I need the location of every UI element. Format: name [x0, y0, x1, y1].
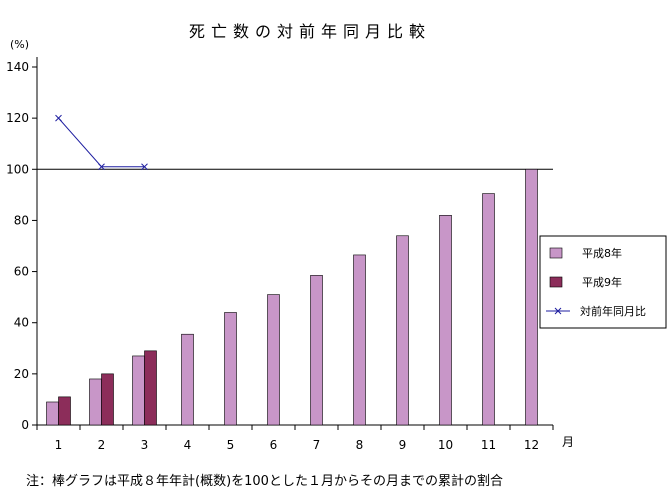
chart-title: 死亡数の対前年同月比較: [189, 22, 431, 41]
bar-h9-1: [58, 396, 71, 426]
bar-h8-10: [439, 215, 452, 426]
x-tick-label: 7: [313, 438, 321, 452]
bar-h8-7: [310, 275, 323, 426]
bar-h9-2: [101, 373, 114, 426]
x-axis-unit: 月: [562, 435, 574, 449]
x-tick-label: 3: [141, 438, 149, 452]
chart-note: 注：棒グラフは平成８年年計(概数)を100とした１月からその月までの累計の割合: [26, 473, 503, 489]
x-tick-label: 9: [399, 438, 407, 452]
legend-label: 平成9年: [582, 275, 622, 289]
legend-swatch: [549, 247, 563, 259]
y-tick-label: 80: [14, 213, 29, 227]
bar-h8-6: [267, 294, 280, 426]
marker-yoy-2: [98, 163, 105, 171]
marker-stroke: [98, 163, 105, 171]
marker-stroke: [55, 114, 62, 122]
bar-h8-12: [525, 168, 538, 426]
y-tick-label: 100: [6, 162, 29, 176]
x-tick-label: 1: [55, 438, 63, 452]
legend-swatch: [549, 276, 563, 288]
y-tick-label: 120: [6, 111, 29, 125]
legend-label: 対前年同月比: [580, 304, 646, 318]
line-yoy-ratio: [58, 117, 145, 168]
x-tick-label: 4: [184, 438, 192, 452]
x-tick-label: 8: [356, 438, 364, 452]
bar-h9-3: [144, 350, 157, 426]
bar-h8-1: [46, 401, 59, 426]
y-tick-label: 0: [21, 418, 29, 432]
y-tick-label: 140: [6, 60, 29, 74]
y-axis-unit: (%): [10, 38, 29, 51]
legend-label: 平成8年: [582, 246, 622, 260]
marker-yoy-3: [141, 163, 148, 171]
x-tick-label: 5: [227, 438, 235, 452]
bar-h8-8: [353, 254, 366, 426]
bar-h8-3: [132, 355, 145, 426]
x-tick-label: 10: [438, 438, 453, 452]
bar-h8-4: [181, 333, 194, 426]
bar-h8-5: [224, 312, 237, 426]
x-tick-label: 11: [481, 438, 496, 452]
x-tick-label: 12: [524, 438, 539, 452]
y-tick-label: 20: [14, 367, 29, 381]
y-tick-label: 40: [14, 316, 29, 330]
bar-h8-2: [89, 378, 102, 426]
marker-stroke: [141, 163, 148, 171]
legend-marker: [554, 307, 562, 315]
x-tick-label: 6: [270, 438, 278, 452]
bar-h8-9: [396, 235, 409, 426]
x-tick-label: 2: [98, 438, 106, 452]
bar-h8-11: [482, 193, 495, 426]
y-tick-label: 60: [14, 265, 29, 279]
marker-yoy-1: [55, 114, 62, 122]
